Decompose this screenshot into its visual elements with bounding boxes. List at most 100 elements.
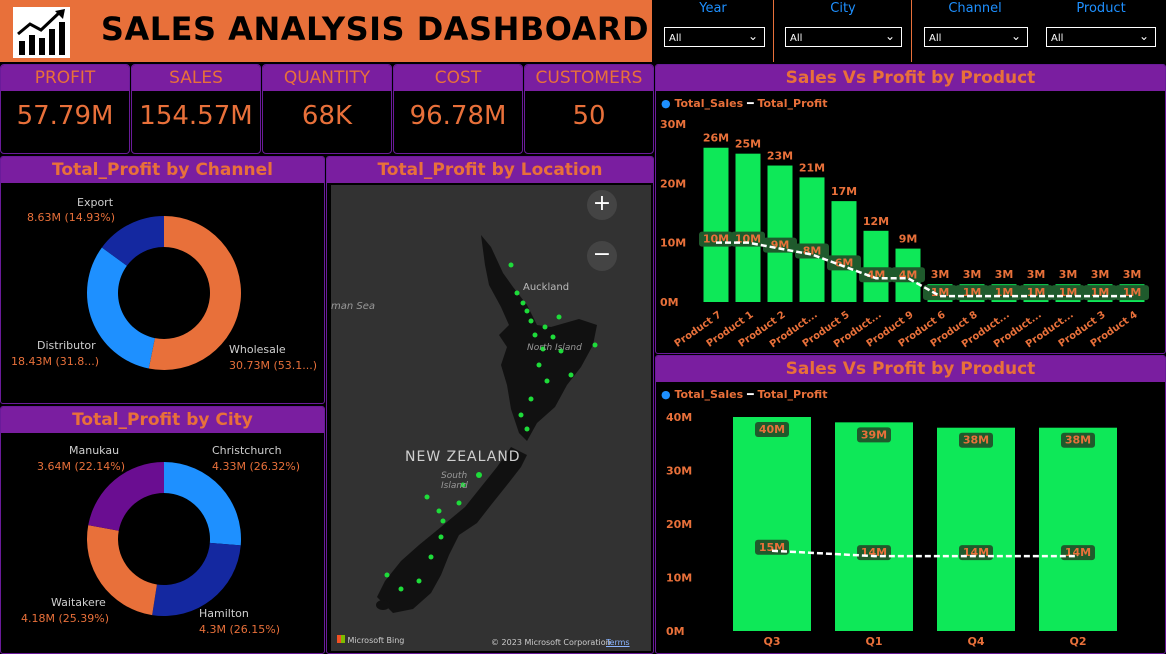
slicer-product-label: Product [1076,1,1126,16]
legend-item: Total_Sales [674,97,744,110]
zoom-in-button[interactable]: + [587,190,617,220]
sales-bar[interactable] [733,417,811,631]
bing-logo: Microsoft Bing [337,635,404,645]
slicer-channel-dropdown[interactable]: All ⌄ [924,27,1028,47]
chart-logo-icon [13,7,70,58]
sales-label-bg [959,432,993,448]
x-tick-label: Q3 [763,635,780,648]
quarter-bar-chart[interactable]: 0M10M20M30M40M40M15MQ339M14MQ138M14MQ438… [656,406,1165,653]
slicer-product-dropdown[interactable]: All ⌄ [1046,27,1156,47]
sales-data-label: 3M [1059,268,1078,281]
bing-label: Microsoft Bing [347,636,405,645]
chart-title: Total_Profit by Channel [1,157,324,183]
sales-bar[interactable] [767,165,793,302]
y-tick-label: 30M [660,118,686,131]
sales-bar[interactable] [1039,427,1117,631]
slice-name-label: Wholesale [229,343,286,356]
y-tick-label: 20M [666,518,692,531]
chart-legend: ● Total_Sales ━ Total_Profit [661,97,827,110]
legend-item: Total_Profit [757,388,828,401]
donut-slice[interactable] [101,216,164,266]
slice-value-label: 4.3M (26.15%) [199,623,281,636]
kpi-value: 68K [301,101,353,131]
x-tick-label: Q4 [967,635,984,648]
zoom-out-button[interactable]: − [587,241,617,271]
sales-bar[interactable] [735,153,761,302]
chart-title: Sales Vs Profit by Product [656,65,1165,91]
slicer-year-value: All [669,33,682,44]
donut-slice[interactable] [152,542,241,616]
slicer-divider [911,0,912,62]
map-canvas[interactable]: Auckland North Island South Island man S… [331,185,651,651]
slicer-year-label: Year [699,1,727,16]
slice-value-label: 3.64M (22.14%) [37,460,126,473]
kpi-card-sales: SALES 154.57M [131,64,261,154]
donut-slice[interactable] [164,462,241,546]
slicer-channel-value: All [929,33,942,44]
slice-name-label: Christchurch [212,444,282,457]
chevron-down-icon: ⌄ [1010,29,1021,43]
kpi-label: CUSTOMERS [525,65,653,91]
kpi-value: 50 [572,101,606,131]
legend-item: Total_Profit [757,97,828,110]
slicer-year-dropdown[interactable]: All ⌄ [664,27,765,47]
slicer-channel-label: Channel [948,1,1002,16]
kpi-card-quantity: QUANTITY 68K [262,64,392,154]
legend-dot-icon: ● [661,97,671,110]
sales-data-label: 39M [861,428,887,441]
map-terms-link[interactable]: Terms [606,638,630,647]
profit-label-bg [827,255,861,271]
profit-line[interactable] [771,549,1078,558]
sales-data-label: 3M [1123,268,1142,281]
sales-data-label: 12M [863,215,889,228]
sales-bar[interactable] [835,422,913,631]
map-label-auckland: Auckland [523,282,570,293]
donut-slice[interactable] [87,525,157,616]
sales-bar[interactable] [937,427,1015,631]
dashboard-title: SALES ANALYSIS DASHBOARD [100,10,650,48]
sales-data-label: 40M [759,423,785,436]
profit-data-label: 6M [835,256,854,269]
chart-title: Total_Profit by City [1,407,324,433]
city-donut-chart[interactable] [1,433,324,653]
profit-label-bg [699,231,733,247]
sales-bar[interactable] [799,177,825,302]
slicer-city-value: All [790,33,803,44]
profit-label-bg [755,539,789,555]
y-tick-label: 10M [660,237,686,250]
donut-slice[interactable] [148,216,241,370]
profit-label-bg [795,243,829,259]
donut-slice[interactable] [88,462,164,531]
slice-name-label: Manukau [69,444,120,457]
sales-label-bg [755,422,789,437]
kpi-card-profit: PROFIT 57.79M [0,64,130,154]
kpi-label: PROFIT [1,65,129,91]
sales-data-label: 23M [767,150,793,163]
map-label-south-island: South Island [441,471,468,491]
slicer-product-value: All [1051,33,1064,44]
slicer-city-dropdown[interactable]: All ⌄ [785,27,902,47]
donut-slice[interactable] [87,247,155,369]
chart-title: Sales Vs Profit by Product [656,356,1165,382]
sales-bar[interactable] [703,147,729,302]
sales-data-label: 38M [1065,434,1091,447]
profit-label-bg [1083,285,1117,301]
profit-data-label: 4M [867,268,886,281]
sales-label-bg [857,427,891,443]
product-sales-profit-panel: Sales Vs Profit by Product ● Total_Sales… [655,64,1166,354]
sales-data-label: 17M [831,185,857,198]
profit-line[interactable] [716,241,1132,298]
sales-data-label: 3M [963,268,982,281]
kpi-label: COST [394,65,522,91]
slice-name-label: Export [77,196,114,209]
sales-data-label: 25M [735,138,761,151]
y-tick-label: 0M [660,296,679,309]
channel-donut-chart[interactable] [1,183,324,403]
sales-data-label: 38M [963,434,989,447]
profit-data-label: 15M [759,541,785,554]
chevron-down-icon: ⌄ [884,29,895,43]
slice-value-label: 18.43M (31.8...) [11,355,100,368]
sales-bar[interactable] [863,230,889,302]
sales-bar[interactable] [831,201,857,302]
